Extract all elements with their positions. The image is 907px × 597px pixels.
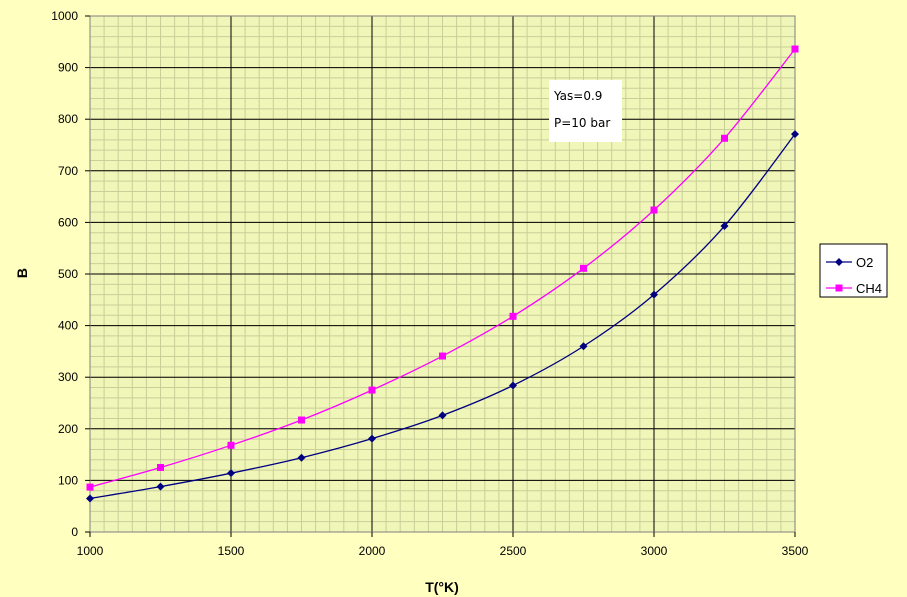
data-point-o2 xyxy=(720,222,729,231)
y-tick-label: 200 xyxy=(58,422,78,436)
series-layer xyxy=(86,45,799,503)
data-point-ch4 xyxy=(157,464,164,471)
data-point-ch4 xyxy=(721,134,728,142)
y-tick-label: 500 xyxy=(58,267,78,281)
legend-marker-o2 xyxy=(835,258,843,266)
data-point-o2 xyxy=(579,342,588,351)
x-tick-label: 1000 xyxy=(77,544,104,558)
y-tick-label: 400 xyxy=(58,319,78,333)
data-point-o2 xyxy=(791,130,799,139)
x-tick-label: 2500 xyxy=(500,544,527,558)
data-point-o2 xyxy=(297,453,306,462)
data-point-ch4 xyxy=(439,352,446,360)
data-point-o2 xyxy=(86,494,94,503)
series-line-ch4 xyxy=(89,48,796,488)
data-point-ch4 xyxy=(509,312,517,320)
y-tick-label: 700 xyxy=(58,164,78,178)
y-axis-title: B xyxy=(14,268,30,278)
y-tick-label: 300 xyxy=(58,370,78,384)
legend-entry-ch4: CH4 xyxy=(826,281,882,296)
data-point-ch4 xyxy=(298,416,305,424)
x-axis-title: T(°K) xyxy=(425,579,459,595)
data-point-o2 xyxy=(156,482,165,491)
data-point-o2 xyxy=(368,434,376,443)
y-tick-label: 800 xyxy=(58,112,78,126)
y-tick-label: 1000 xyxy=(51,9,78,23)
data-point-ch4 xyxy=(791,45,799,53)
annotation-box: Yas=0.9 P=10 bar xyxy=(549,80,622,142)
y-tick-label: 100 xyxy=(58,473,78,487)
data-point-o2 xyxy=(509,381,517,390)
series-line-o2 xyxy=(89,133,796,500)
legend-label-ch4: CH4 xyxy=(856,281,882,296)
data-point-ch4 xyxy=(86,483,94,491)
annotation-yas: Yas=0.9 xyxy=(553,89,602,103)
x-axis-ticks: 1000 1500 2000 2500 3000 3500 xyxy=(77,532,809,558)
data-point-ch4 xyxy=(368,386,376,394)
x-tick-label: 3500 xyxy=(782,544,809,558)
legend-label-o2: O2 xyxy=(856,255,873,270)
data-point-ch4 xyxy=(227,441,235,449)
y-tick-label: 0 xyxy=(71,525,78,539)
legend-entry-o2: O2 xyxy=(826,255,873,270)
legend-marker-ch4 xyxy=(835,284,843,292)
x-tick-label: 1500 xyxy=(218,544,245,558)
x-tick-label: 2000 xyxy=(359,544,386,558)
data-point-o2 xyxy=(227,469,235,478)
y-tick-label: 600 xyxy=(58,215,78,229)
data-point-ch4 xyxy=(580,264,587,272)
x-tick-label: 3000 xyxy=(641,544,668,558)
legend: O2 CH4 xyxy=(819,243,888,298)
data-point-o2 xyxy=(438,411,447,420)
data-point-ch4 xyxy=(650,206,658,214)
y-axis-ticks: 0 100 200 300 400 500 600 700 800 900 1000 xyxy=(51,9,90,539)
series-ch4 xyxy=(86,45,799,491)
data-point-o2 xyxy=(650,290,658,299)
y-tick-label: 900 xyxy=(58,61,78,75)
annotation-pressure: P=10 bar xyxy=(554,116,610,130)
series-o2 xyxy=(86,130,799,503)
